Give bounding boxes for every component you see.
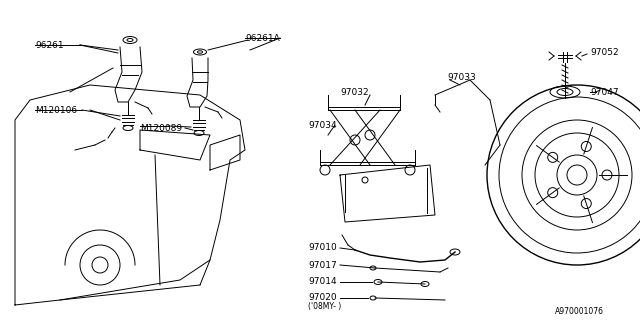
Text: A970001076: A970001076: [555, 308, 604, 316]
Text: M120089: M120089: [140, 124, 182, 132]
Text: 97014: 97014: [308, 277, 337, 286]
Text: 96261: 96261: [35, 41, 63, 50]
Text: M120106: M120106: [35, 106, 77, 115]
Text: 97032: 97032: [340, 87, 369, 97]
Text: 97010: 97010: [308, 244, 337, 252]
Text: 97034: 97034: [308, 121, 337, 130]
Text: ('08MY- ): ('08MY- ): [308, 302, 341, 311]
Text: 97047: 97047: [590, 87, 619, 97]
Text: 96261A: 96261A: [245, 34, 280, 43]
Text: 97017: 97017: [308, 260, 337, 269]
Text: 97033: 97033: [447, 73, 476, 82]
Text: 97052: 97052: [590, 47, 619, 57]
Text: 97020: 97020: [308, 293, 337, 302]
